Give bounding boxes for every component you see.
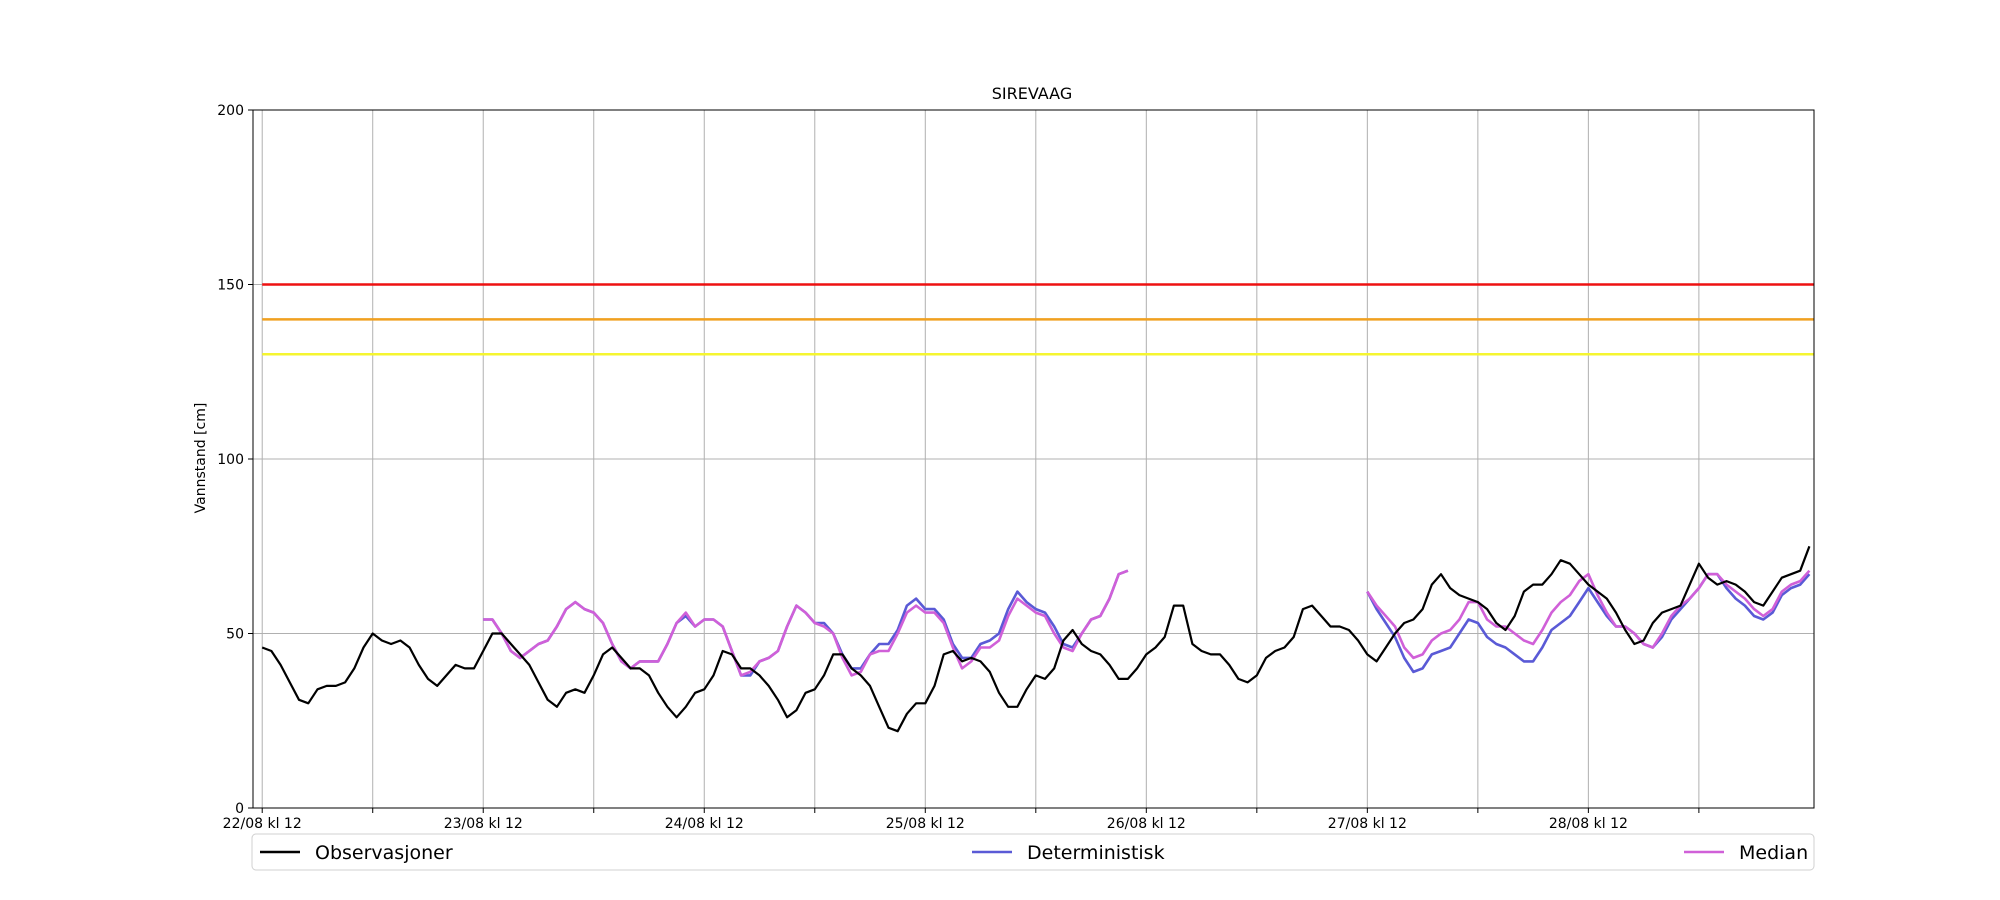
threshold-lines bbox=[262, 283, 1814, 356]
series-line-observasjoner bbox=[261, 545, 1811, 733]
y-tick-label: 100 bbox=[217, 452, 244, 468]
y-tick-label: 150 bbox=[217, 278, 244, 294]
x-tick-label: 25/08 kl 12 bbox=[886, 816, 965, 832]
x-tick-label: 28/08 kl 12 bbox=[1549, 816, 1628, 832]
legend-box bbox=[251, 833, 1815, 871]
x-axis-ticks: 22/08 kl 12 23/08 kl 12 24/08 kl 12 25/08 k… bbox=[223, 808, 1700, 832]
x-tick-label: 23/08 kl 12 bbox=[444, 816, 523, 832]
y-tick-label: 200 bbox=[217, 103, 244, 119]
legend: Observasjoner Deterministisk Median bbox=[251, 833, 1815, 871]
series-line-median bbox=[483, 569, 1811, 677]
y-axis-label: Vannstand [cm] bbox=[193, 403, 209, 514]
legend-entries: Observasjoner Deterministisk Median bbox=[260, 842, 1808, 864]
x-tick-label: 22/08 kl 12 bbox=[223, 816, 302, 832]
legend-label-deterministisk: Deterministisk bbox=[1027, 842, 1165, 864]
legend-label-median: Median bbox=[1739, 842, 1808, 864]
series-lines bbox=[261, 545, 1811, 733]
legend-label-observasjoner: Observasjoner bbox=[315, 842, 453, 864]
y-tick-label: 0 bbox=[235, 801, 244, 817]
y-tick-label: 50 bbox=[226, 627, 244, 643]
chart-title: SIREVAAG bbox=[992, 84, 1072, 103]
x-tick-label: 26/08 kl 12 bbox=[1107, 816, 1186, 832]
y-axis-ticks: 0 50 100 150 200 bbox=[217, 103, 253, 817]
x-tick-label: 27/08 kl 12 bbox=[1328, 816, 1407, 832]
x-tick-label: 24/08 kl 12 bbox=[665, 816, 744, 832]
